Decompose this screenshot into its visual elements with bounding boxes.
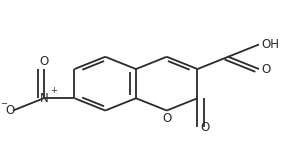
Text: O: O [200,121,210,134]
Text: N: N [39,92,48,105]
Text: O: O [262,63,271,75]
Text: OH: OH [262,38,280,51]
Text: O: O [162,112,171,125]
Text: O: O [39,55,48,68]
Text: +: + [50,86,57,95]
Text: O: O [5,104,14,117]
Text: −: − [0,99,8,108]
